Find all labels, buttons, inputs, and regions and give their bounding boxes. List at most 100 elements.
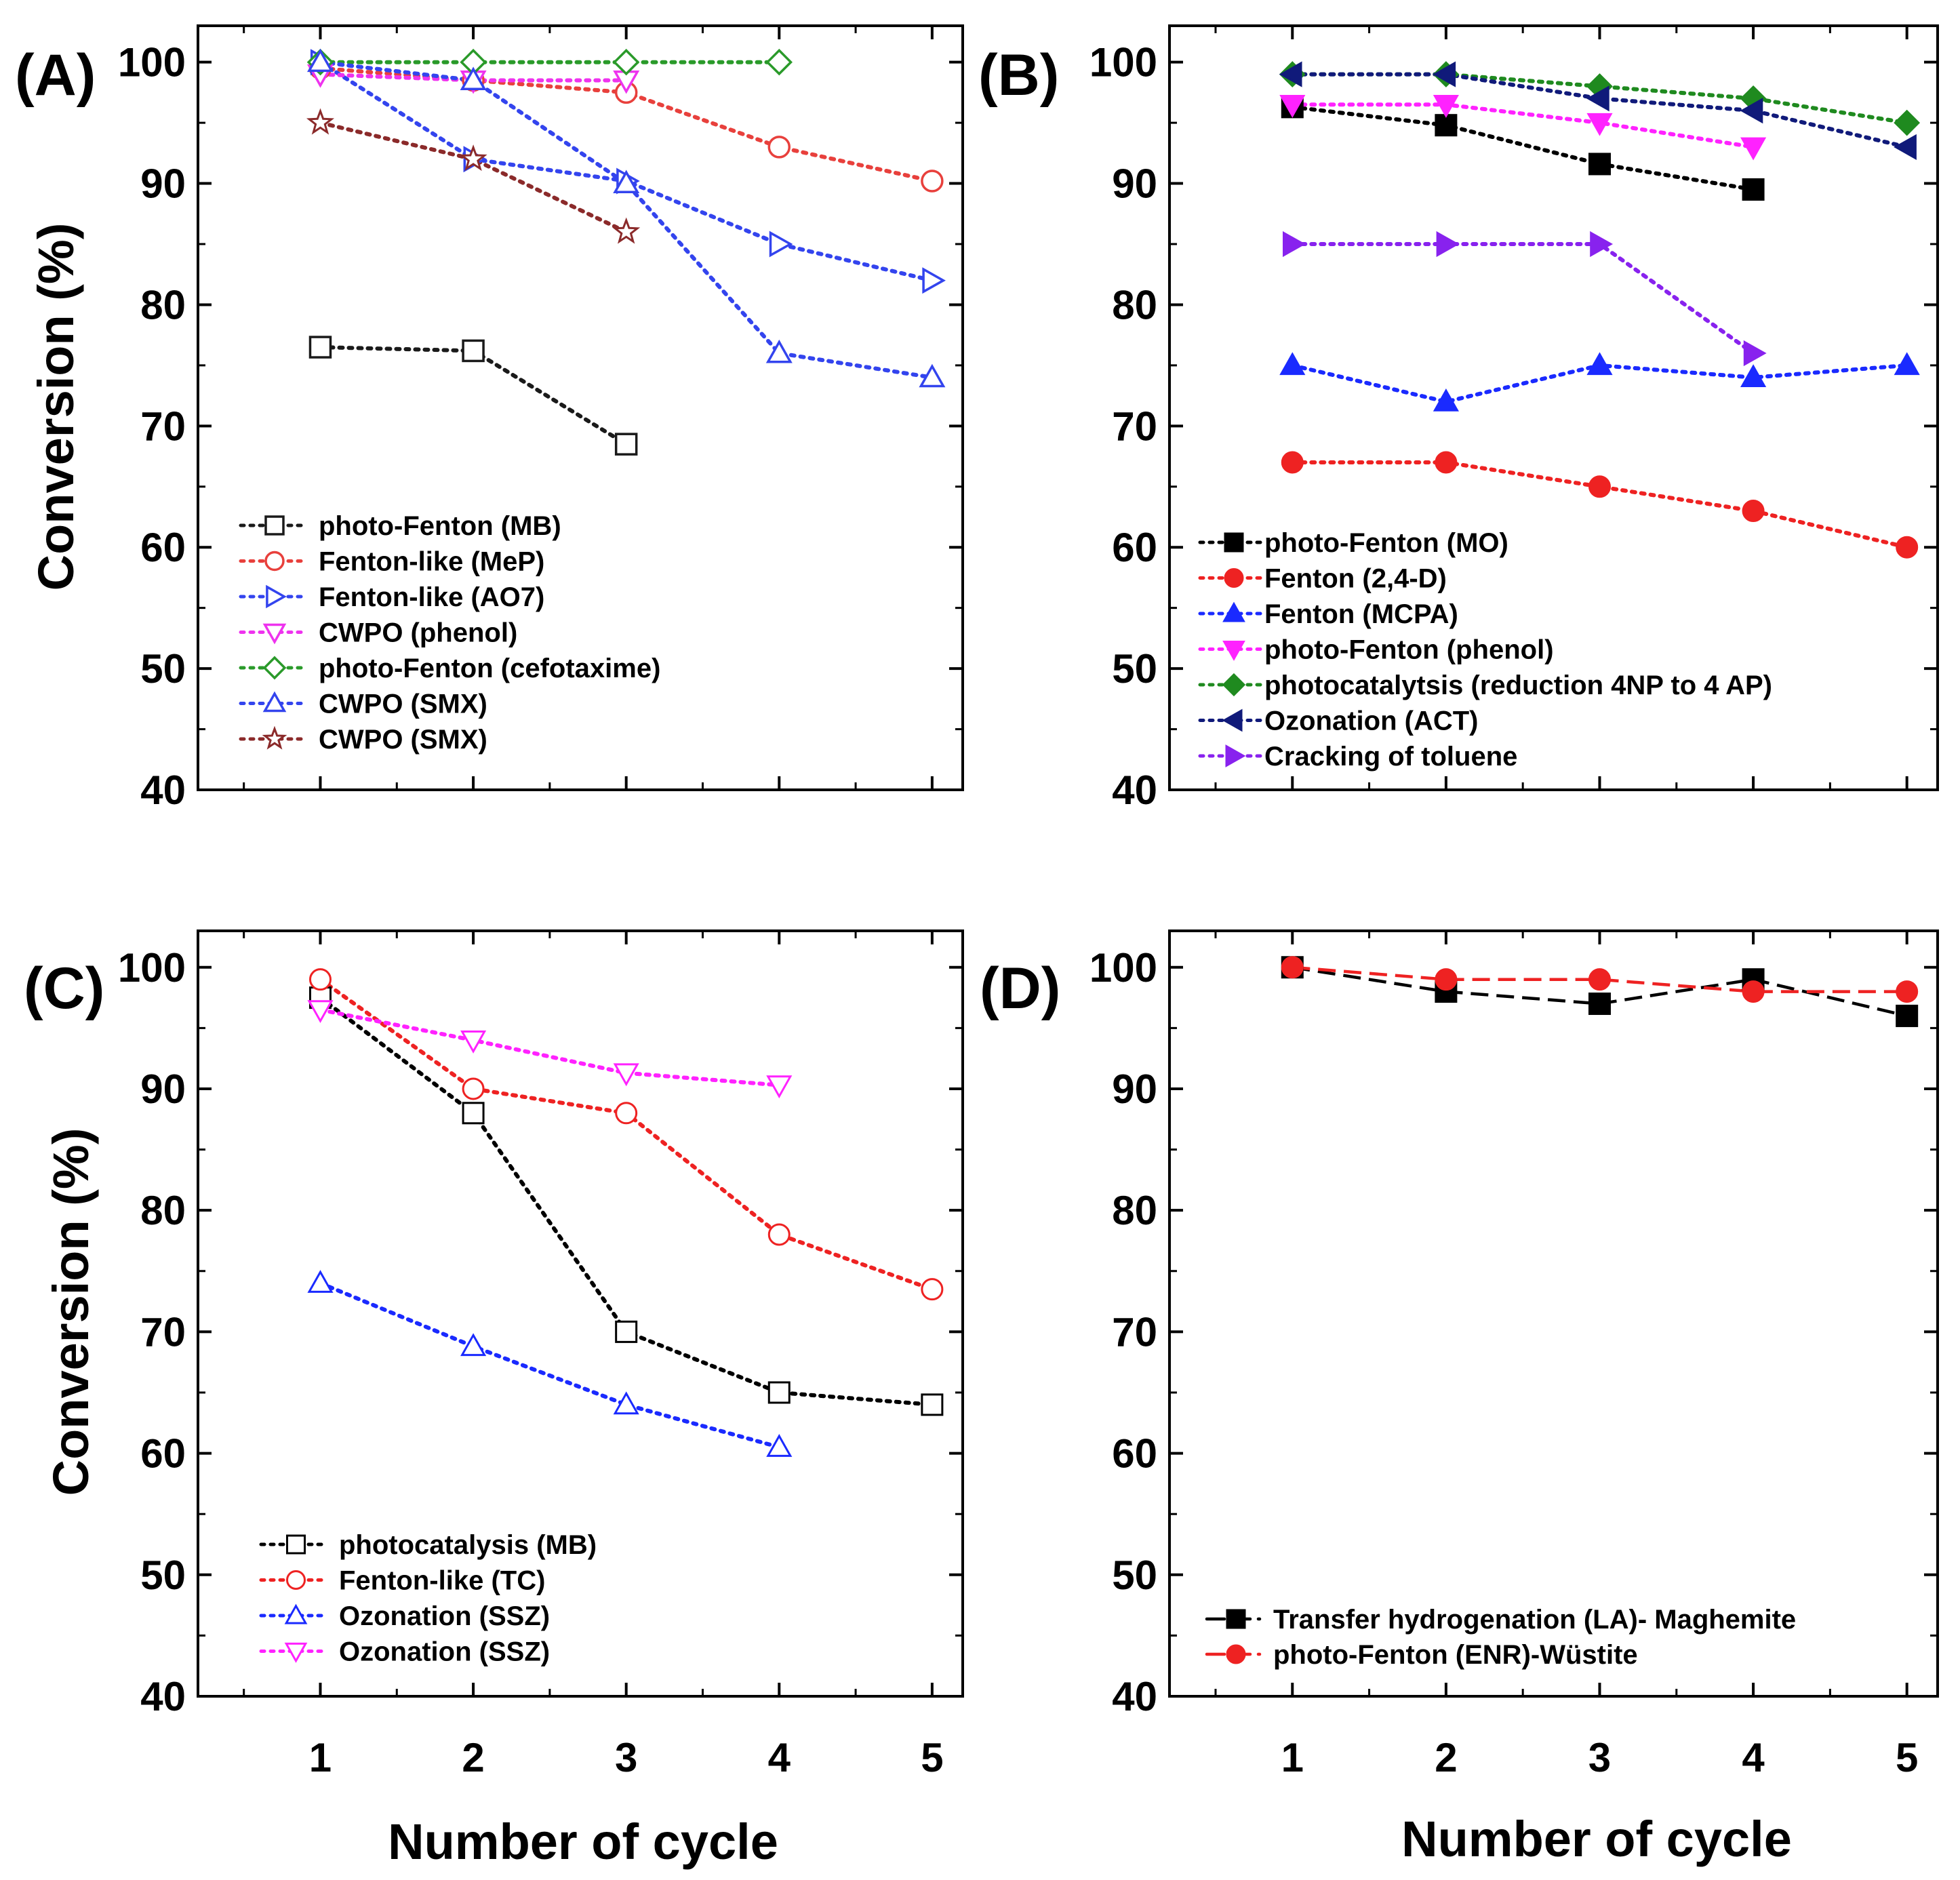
legend-marker bbox=[262, 656, 287, 680]
data-point bbox=[1742, 980, 1765, 1003]
panel-label: (D) bbox=[980, 956, 1060, 1021]
legend-marker bbox=[1222, 641, 1245, 661]
x-axis-title-left: Number of cycle bbox=[388, 1814, 778, 1870]
data-point bbox=[1742, 500, 1765, 523]
marker-shape bbox=[767, 136, 791, 159]
marker-shape bbox=[767, 1381, 791, 1404]
data-point bbox=[1740, 137, 1767, 161]
marker-shape bbox=[462, 339, 485, 363]
marker-shape bbox=[1586, 352, 1613, 376]
data-point bbox=[769, 231, 793, 258]
marker-shape bbox=[1433, 388, 1459, 412]
marker-shape bbox=[1225, 744, 1246, 767]
series-line bbox=[318, 1007, 782, 1087]
legend: Transfer hydrogenation (LA)- Maghemite ph… bbox=[1205, 1605, 1796, 1670]
x-tick-label: 4 bbox=[1742, 1735, 1765, 1780]
y-tick-label: 80 bbox=[140, 282, 186, 327]
marker-shape bbox=[1224, 568, 1244, 588]
marker-shape bbox=[1590, 231, 1614, 258]
y-tick-label: 50 bbox=[1112, 1553, 1157, 1598]
plot-frame bbox=[197, 929, 964, 1698]
marker-shape bbox=[1435, 451, 1458, 474]
data-point bbox=[1588, 993, 1611, 1016]
data-point bbox=[612, 217, 641, 244]
legend-label: Fenton (MCPA) bbox=[1264, 599, 1458, 629]
data-point bbox=[1435, 968, 1458, 991]
legend-label: Fenton-like (AO7) bbox=[319, 582, 544, 612]
legend-marker bbox=[1226, 1609, 1246, 1629]
data-point bbox=[1435, 451, 1458, 474]
y-tick-label: 40 bbox=[1112, 1674, 1157, 1719]
marker-shape bbox=[1226, 1609, 1246, 1629]
marker-shape bbox=[1740, 364, 1767, 387]
data-point bbox=[1588, 153, 1611, 176]
y-tick-label: 50 bbox=[140, 646, 186, 692]
y-tick-label: 50 bbox=[140, 1553, 186, 1598]
x-tick-label: 2 bbox=[1435, 1735, 1457, 1780]
marker-shape bbox=[1896, 980, 1919, 1003]
data-point bbox=[1279, 352, 1306, 376]
legend-marker bbox=[1222, 601, 1245, 622]
marker-shape bbox=[284, 1642, 308, 1663]
data-point bbox=[612, 48, 640, 76]
marker-shape bbox=[1742, 178, 1765, 201]
data-point bbox=[615, 1320, 638, 1343]
data-point bbox=[1896, 980, 1919, 1003]
x-tick-label: 2 bbox=[462, 1735, 484, 1780]
y-tick-label: 40 bbox=[140, 767, 186, 813]
panel-label: (A) bbox=[15, 43, 96, 108]
legend-label: CWPO (SMX) bbox=[319, 725, 487, 755]
y-tick-label: 100 bbox=[1089, 945, 1157, 991]
marker-shape bbox=[266, 584, 287, 609]
data-point bbox=[1896, 1004, 1919, 1027]
legend-label: Fenton (2,4-D) bbox=[1264, 564, 1447, 594]
data-point bbox=[765, 339, 793, 363]
data-point bbox=[1894, 352, 1920, 376]
legend-marker bbox=[264, 515, 285, 536]
legend-label: photocatalytsis (reduction 4NP to 4 AP) bbox=[1264, 671, 1772, 700]
data-point bbox=[1743, 340, 1767, 367]
data-point bbox=[919, 363, 946, 388]
marker-shape bbox=[262, 656, 287, 680]
marker-shape bbox=[1588, 475, 1611, 498]
marker-shape bbox=[264, 515, 285, 536]
x-tick-label: 5 bbox=[921, 1735, 943, 1780]
data-point bbox=[1433, 61, 1456, 87]
legend-label: CWPO (phenol) bbox=[319, 618, 517, 648]
chart-panel-2: 40 50 60 70 80 90 100 1 2 3 4 5 (C) Conversion (%) pho… bbox=[24, 929, 964, 1780]
data-point bbox=[766, 1434, 793, 1457]
legend-marker bbox=[1224, 532, 1244, 553]
marker-shape bbox=[1436, 231, 1460, 258]
y-tick-label: 90 bbox=[1112, 1066, 1157, 1112]
data-point bbox=[308, 968, 332, 991]
y-tick-label: 70 bbox=[1112, 1309, 1157, 1355]
marker-shape bbox=[1894, 109, 1921, 136]
y-tick-label: 100 bbox=[1089, 40, 1157, 85]
data-point bbox=[1586, 113, 1613, 136]
marker-shape bbox=[613, 169, 640, 194]
legend-label: photo-Fenton (cefotaxime) bbox=[319, 654, 660, 683]
data-point bbox=[614, 433, 638, 456]
legend-label: photo-Fenton (MB) bbox=[319, 511, 561, 541]
marker-shape bbox=[1894, 134, 1917, 160]
marker-shape bbox=[262, 623, 287, 645]
y-tick-label: 70 bbox=[140, 403, 186, 449]
marker-shape bbox=[766, 1434, 793, 1457]
x-tick-label: 5 bbox=[1896, 1735, 1918, 1780]
data-point bbox=[1740, 364, 1767, 387]
marker-shape bbox=[306, 108, 335, 135]
legend: photocatalysis (MB) Fenton-like (TC) Ozona… bbox=[259, 1530, 597, 1667]
legend-marker bbox=[1222, 673, 1246, 697]
y-tick-label: 60 bbox=[140, 1431, 186, 1477]
y-tick-label: 90 bbox=[1112, 161, 1157, 207]
legend-label: Fenton-like (MeP) bbox=[319, 547, 544, 577]
legend-marker bbox=[262, 623, 287, 645]
legend-label: photo-Fenton (ENR)-Wüstite bbox=[1273, 1640, 1638, 1670]
data-point bbox=[921, 169, 944, 193]
data-point bbox=[1283, 231, 1306, 258]
marker-shape bbox=[462, 1102, 485, 1125]
x-axis-title-right: Number of cycle bbox=[1401, 1811, 1792, 1867]
marker-shape bbox=[1742, 980, 1765, 1003]
marker-shape bbox=[307, 1000, 334, 1024]
data-point bbox=[1894, 134, 1917, 160]
